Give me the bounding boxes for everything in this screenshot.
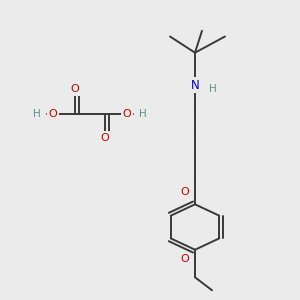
Text: O: O xyxy=(100,133,109,143)
Text: H: H xyxy=(209,84,217,94)
Text: O: O xyxy=(123,109,131,118)
Text: O: O xyxy=(181,254,189,265)
Text: N: N xyxy=(190,79,200,92)
Text: O: O xyxy=(49,109,57,118)
Text: H: H xyxy=(33,109,41,118)
Text: H: H xyxy=(139,109,147,118)
Text: O: O xyxy=(181,187,189,197)
Text: O: O xyxy=(70,84,80,94)
